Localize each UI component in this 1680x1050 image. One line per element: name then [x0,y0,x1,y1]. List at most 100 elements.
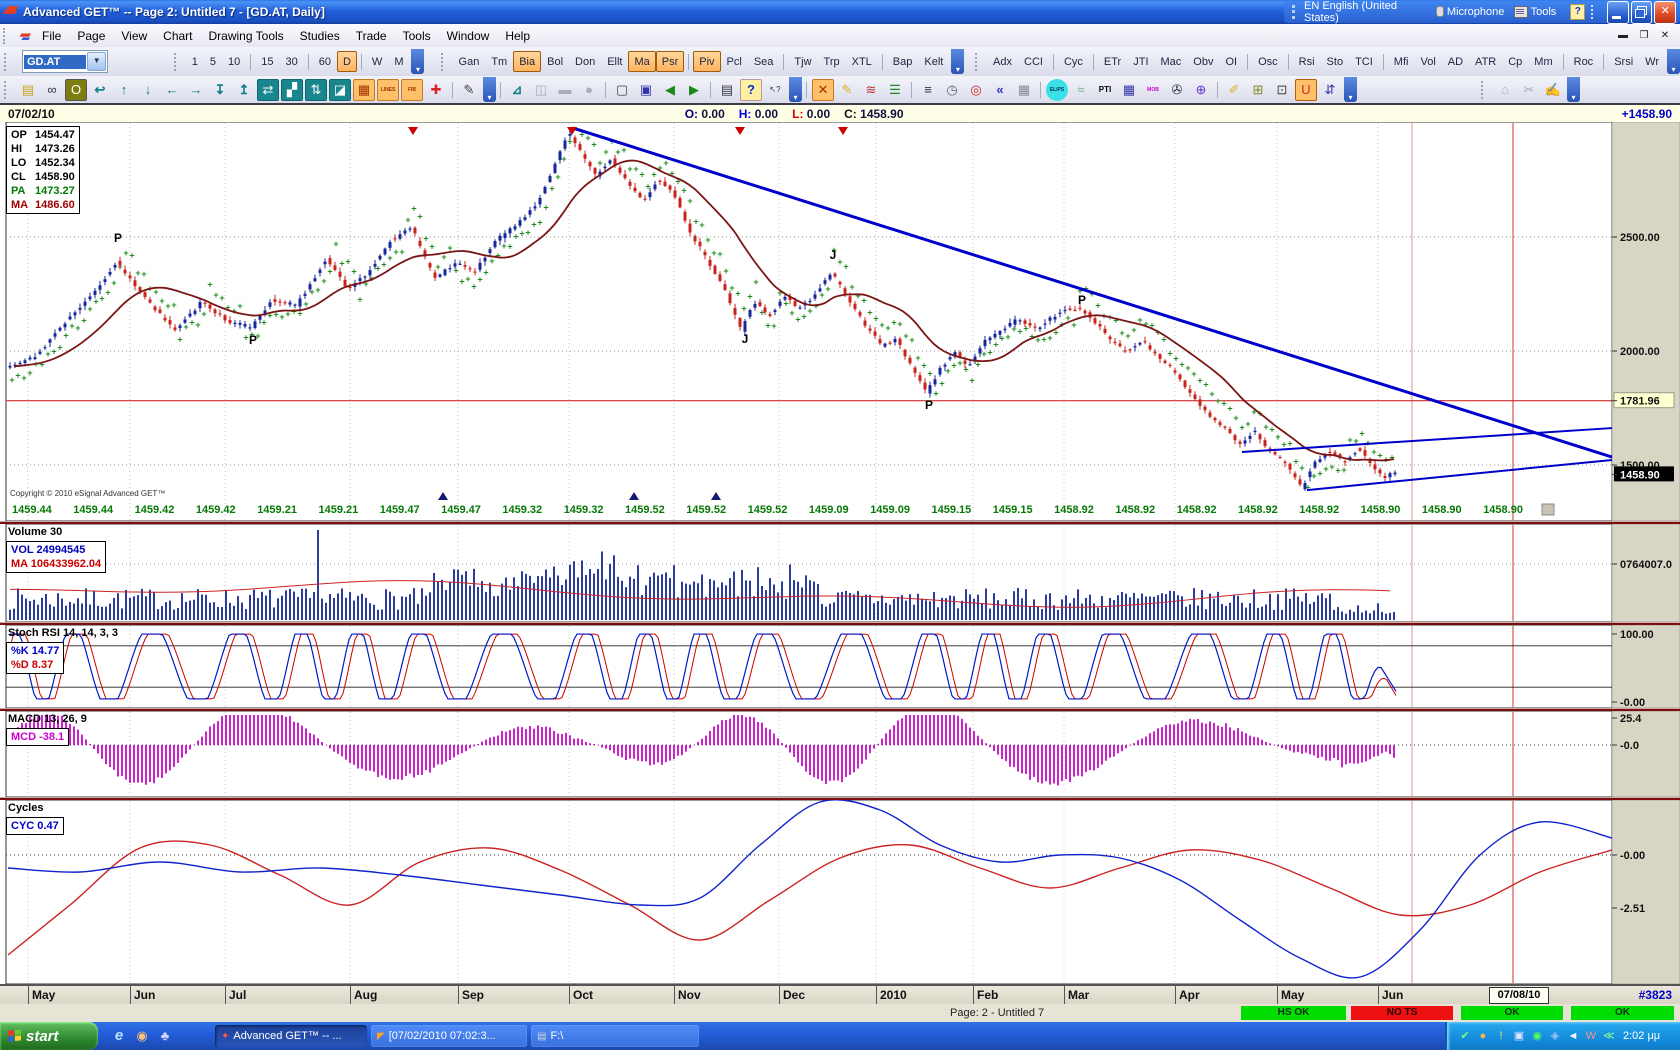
indicator-jti[interactable]: JTI [1127,51,1154,72]
indicator-roc[interactable]: Roc [1568,51,1600,72]
volume-tray-icon[interactable]: ◄ [1565,1028,1581,1044]
indicator-cp[interactable]: Cp [1502,51,1528,72]
indicator-oi[interactable]: OI [1219,51,1243,72]
language-help-icon[interactable]: ? [1570,4,1585,20]
toolbar-overflow-icon[interactable]: ▾ [951,49,964,74]
page-properties-icon[interactable]: ✎ [458,79,480,101]
study-trp[interactable]: Trp [818,51,846,72]
menu-drawing-tools[interactable]: Drawing Tools [201,29,292,43]
indicator-sto[interactable]: Sto [1321,51,1350,72]
restore-button[interactable] [1631,1,1653,24]
zoom-box-icon[interactable]: ▞ [281,79,303,101]
scroll-up-icon[interactable]: ↑ [113,79,135,101]
profile-icon[interactable]: ◫ [530,79,552,101]
study-ma[interactable]: Ma [628,51,655,72]
alert-tray-icon[interactable]: ! [1493,1028,1509,1044]
scroll-left-icon[interactable]: ← [161,79,183,101]
undo-icon[interactable]: ↩ [89,79,111,101]
timeframe-m[interactable]: M [388,51,409,72]
expand-vertical-icon[interactable]: ◪ [329,79,351,101]
bubble-icon[interactable]: ● [578,79,600,101]
chart-window-icon[interactable] [21,30,33,40]
language-bar-options-icon[interactable] [1591,5,1597,19]
trendline-icon[interactable]: ≡ [917,79,939,101]
next-page-icon[interactable]: ▶ [683,79,705,101]
bar-style-icon[interactable]: ▬ [554,79,576,101]
timeframe-15[interactable]: 15 [255,51,279,72]
home-icon[interactable]: ⌂ [1494,79,1516,101]
nvidia-tray-icon[interactable]: ◉ [1529,1028,1545,1044]
crosshair-icon[interactable]: ✚ [425,79,447,101]
fibonacci-icon[interactable]: FIB [401,79,423,101]
volume-pane[interactable]: 0764007.0 [0,524,1680,622]
indicator-etr[interactable]: ETr [1098,51,1127,72]
indicator-atr[interactable]: ATR [1469,51,1502,72]
indicator-mac[interactable]: Mac [1155,51,1188,72]
indicator-osc[interactable]: Osc [1252,51,1284,72]
wave-icon[interactable]: ≈ [1070,79,1092,101]
symbol-combobox[interactable]: GD.AT ▼ [22,50,108,73]
display-tray-icon[interactable]: ▣ [1511,1028,1527,1044]
study-bol[interactable]: Bol [541,51,569,72]
study-sea[interactable]: Sea [748,51,780,72]
ellipse-icon[interactable]: ELiPS [1046,79,1068,101]
toolbar-overflow-icon[interactable]: ▾ [1567,77,1580,102]
search-icon[interactable]: ∞ [41,79,63,101]
zoom-in-icon[interactable]: ⊕ [1190,79,1212,101]
toolbar-grip[interactable] [1481,81,1487,99]
timeframe-5[interactable]: 5 [204,51,222,72]
lines-toggle-icon[interactable]: LINES [377,79,399,101]
indicator-cyc[interactable]: Cyc [1058,51,1089,72]
prev-page-icon[interactable]: ◀ [659,79,681,101]
time-clock-icon[interactable]: ◷ [941,79,963,101]
gann-box-icon[interactable]: ✕ [812,79,834,101]
symbol-dropdown-icon[interactable]: ▼ [87,52,106,71]
fan-lines-icon[interactable]: « [989,79,1011,101]
menu-tools[interactable]: Tools [395,29,439,43]
close-button[interactable]: ✕ [1654,1,1676,24]
shift-up-icon[interactable]: ↥ [233,79,255,101]
magnet-icon[interactable]: U [1295,79,1317,101]
copy-pages-icon[interactable]: ⊡ [1271,79,1293,101]
print-icon[interactable]: ▤ [716,79,738,101]
toolbar-overflow-icon[interactable]: ▾ [483,77,496,102]
pencil-icon[interactable]: ✎ [836,79,858,101]
indicator-vol[interactable]: Vol [1414,51,1441,72]
scroll-down-icon[interactable]: ↓ [137,79,159,101]
mdi-close-button[interactable]: ✕ [1656,28,1674,44]
grid-small-icon[interactable]: ▦ [1013,79,1035,101]
taskbar-task-button[interactable]: ▤F:\ [531,1025,699,1047]
indicator-mm[interactable]: Mm [1528,51,1558,72]
minimize-button[interactable] [1607,1,1629,24]
start-button[interactable]: start [0,1022,98,1050]
study-ellt[interactable]: Ellt [601,51,628,72]
study-bia[interactable]: Bia [513,51,541,72]
compress-vertical-icon[interactable]: ⇅ [305,79,327,101]
parallel-lines-icon[interactable]: ☰ [884,79,906,101]
pushpin-icon[interactable]: ✇ [1166,79,1188,101]
compress-horizontal-icon[interactable]: ⇄ [257,79,279,101]
toolbar-grip[interactable] [4,81,10,99]
study-don[interactable]: Don [569,51,601,72]
menu-bar-grip[interactable] [3,28,9,44]
context-help-icon[interactable]: ↖? [764,79,786,101]
toolbar-overflow-icon[interactable]: ▾ [1344,77,1357,102]
annotate-icon[interactable]: ✍ [1542,79,1564,101]
mdi-minimize-button[interactable]: ▬ [1614,28,1632,44]
menu-studies[interactable]: Studies [292,29,348,43]
study-tm[interactable]: Tm [485,51,513,72]
antivirus-tray-icon[interactable]: ✔ [1457,1028,1473,1044]
matrix-icon[interactable]: ▦ [1118,79,1140,101]
marker-pen-icon[interactable]: ✐ [1223,79,1245,101]
menu-window[interactable]: Window [439,29,498,43]
study-xtl[interactable]: XTL [846,51,878,72]
indicator-obv[interactable]: Obv [1187,51,1219,72]
indicator-rsi[interactable]: Rsi [1293,51,1321,72]
timeframe-d[interactable]: D [337,51,357,72]
regression-icon[interactable]: ≋ [860,79,882,101]
mdi-restore-button[interactable]: ❒ [1635,28,1653,44]
chart-style-icon[interactable]: ⊿ [506,79,528,101]
indicator-srsi[interactable]: Srsi [1608,51,1639,72]
menu-trade[interactable]: Trade [348,29,395,43]
toolbar-overflow-icon[interactable]: ▾ [411,49,424,74]
